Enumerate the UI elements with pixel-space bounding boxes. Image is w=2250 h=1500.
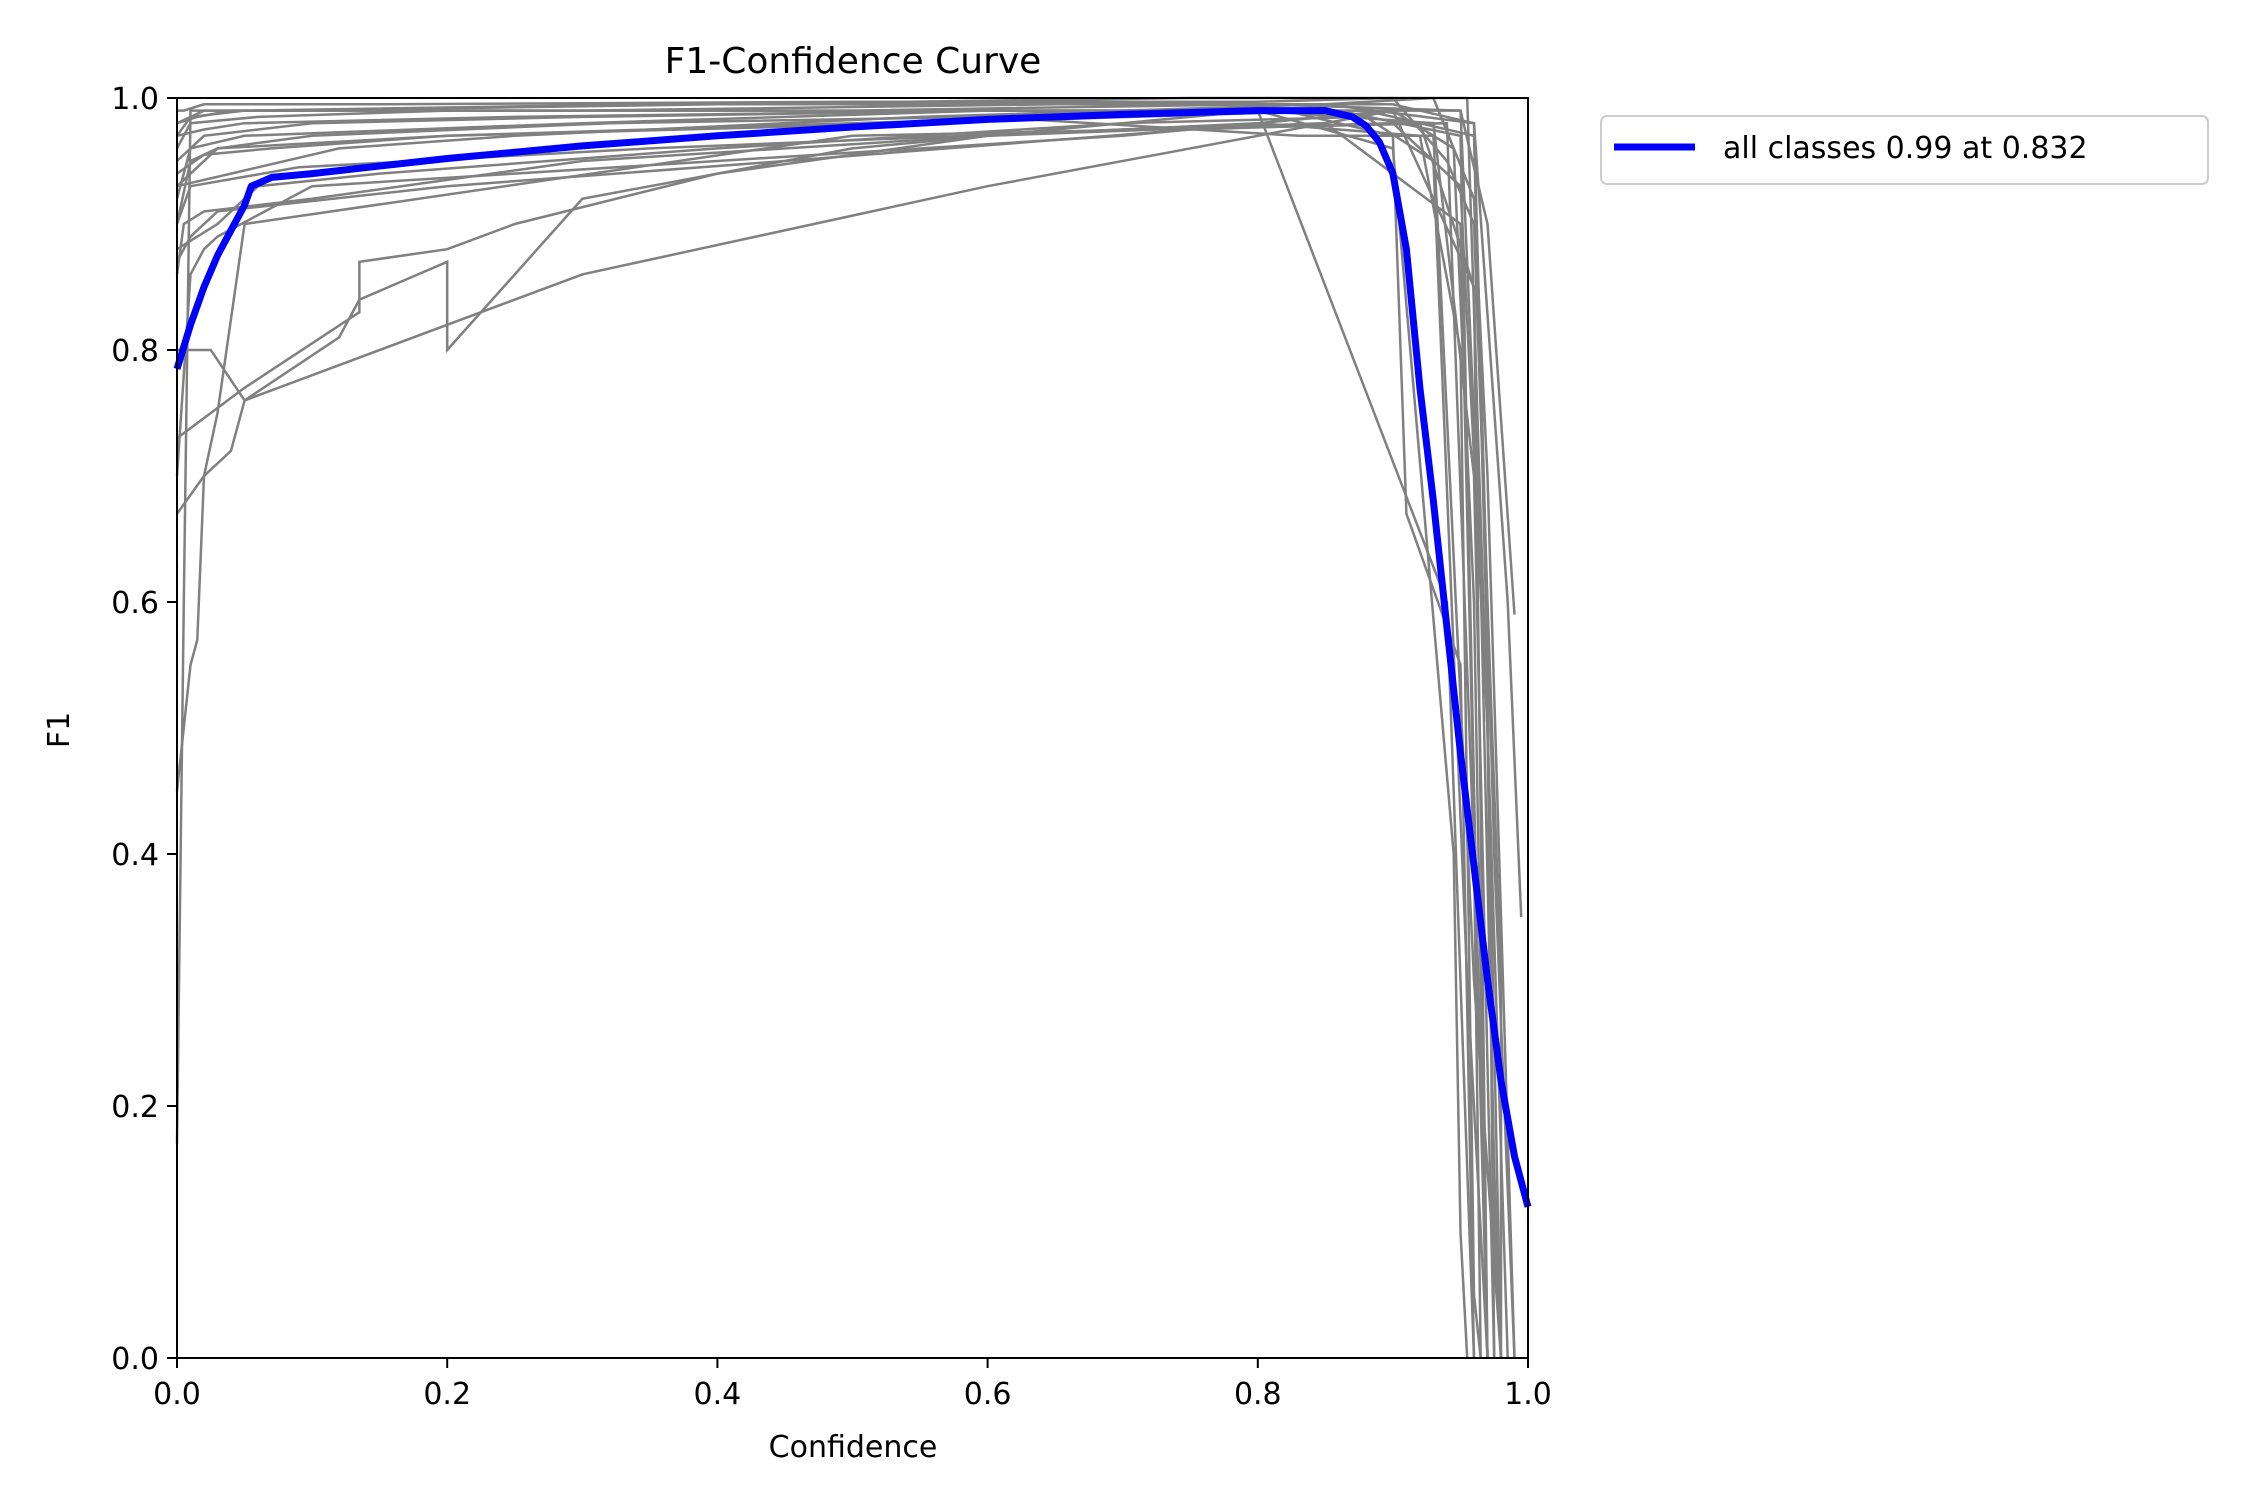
y-tick-label: 0.8 [111, 334, 159, 369]
class-curve-6 [175, 121, 1482, 1359]
y-axis-title: F1 [42, 712, 77, 748]
y-tick-label: 0.4 [111, 838, 159, 873]
x-axis-ticks: 0.0 0.2 0.4 0.6 0.8 1.0 [153, 1358, 1552, 1412]
summary-curve [173, 107, 1532, 1208]
y-tick-label: 1.0 [111, 82, 159, 117]
class-curve-1 [175, 121, 1482, 1359]
summary-series-line [173, 107, 1532, 1208]
class-curve-15 [175, 121, 1503, 1359]
chart-title: F1-Confidence Curve [665, 41, 1042, 82]
class-curves [175, 96, 1523, 1359]
y-axis-ticks: 0.0 0.2 0.4 0.6 0.8 1.0 [111, 82, 177, 1377]
class-curve-2 [175, 109, 1489, 1359]
class-curve-8 [175, 109, 1476, 1359]
class-curve-3 [177, 109, 1476, 1359]
x-tick-label: 0.4 [694, 1377, 742, 1412]
class-curve-11 [175, 103, 1523, 918]
y-tick-label: 0.0 [111, 1342, 159, 1377]
class-curve-7 [175, 109, 1496, 1359]
y-tick-label: 0.2 [111, 1090, 159, 1125]
y-tick-label: 0.6 [111, 586, 159, 621]
x-tick-label: 0.2 [423, 1377, 471, 1412]
class-curve-18 [175, 121, 1489, 1359]
class-curve-17 [176, 96, 1516, 1359]
class-curve-20 [176, 115, 1503, 1359]
class-curve-0 [175, 109, 1503, 1359]
class-curve-4 [176, 121, 1489, 1359]
x-tick-label: 1.0 [1504, 1377, 1552, 1412]
class-curve-13 [176, 115, 1489, 1359]
class-curve-19 [177, 96, 1509, 1359]
legend-box [1600, 115, 2209, 185]
x-tick-label: 0.8 [1234, 1377, 1282, 1412]
legend: all classes 0.99 at 0.832 [1600, 115, 2209, 185]
class-curve-10 [175, 103, 1516, 615]
class-curve-16 [176, 109, 1496, 1359]
class-curve-9 [176, 109, 1469, 1359]
plot-frame [176, 97, 1529, 1359]
class-curve-21 [176, 109, 1489, 1359]
x-tick-label: 0.0 [153, 1377, 201, 1412]
x-axis-title: Confidence [769, 1430, 938, 1465]
x-tick-label: 0.6 [964, 1377, 1012, 1412]
class-curve-5 [175, 109, 1503, 1359]
legend-label: all classes 0.99 at 0.832 [1723, 131, 2088, 166]
class-curve-12 [176, 96, 1503, 1358]
